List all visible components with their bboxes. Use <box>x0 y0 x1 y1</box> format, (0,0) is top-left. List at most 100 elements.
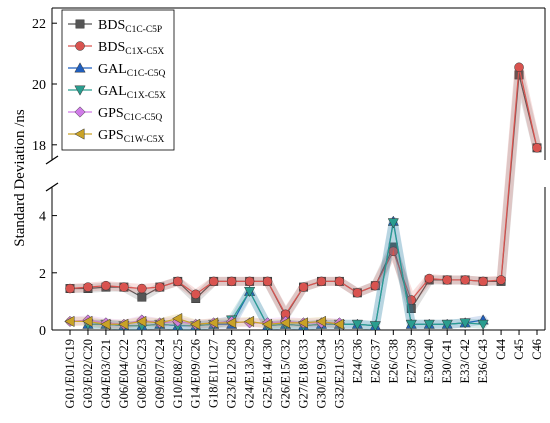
y-tick-label: 0 <box>39 324 46 339</box>
series-1 <box>65 62 542 320</box>
data-point <box>118 318 129 330</box>
y-tick-label: 20 <box>32 78 46 93</box>
legend-label: BDSC1X-C5X <box>98 40 164 57</box>
data-point <box>351 319 364 330</box>
legend-marker <box>74 128 85 140</box>
data-point <box>155 282 165 292</box>
x-tick-label: G27/E18/C33 <box>297 339 311 408</box>
data-point <box>441 319 453 330</box>
legend-box <box>61 9 175 151</box>
data-point <box>65 283 75 294</box>
data-point <box>405 319 417 330</box>
data-point <box>424 273 434 284</box>
x-tick-label: G23/E12/C28 <box>225 339 239 408</box>
x-tick-label: G08/E05/C23 <box>135 339 149 408</box>
x-tick-label: G01/E01/C19 <box>63 339 77 408</box>
legend-marker <box>75 41 85 51</box>
x-tick-label: E36/C43 <box>476 339 490 383</box>
legend-marker <box>74 85 86 96</box>
legend-marker <box>74 62 86 73</box>
x-tick-label: E27/C39 <box>404 339 418 383</box>
data-point <box>370 280 381 291</box>
data-point <box>137 283 147 294</box>
data-point <box>423 319 435 330</box>
x-tick-label: G10/E08/C25 <box>171 339 185 408</box>
legend-marker <box>74 106 86 118</box>
legend-item: BDSC1X-C5X <box>68 40 164 57</box>
x-tick-label: G25/E14/C30 <box>261 339 275 408</box>
data-point <box>244 276 255 287</box>
x-tick-label: E33/C42 <box>458 339 472 383</box>
x-tick-label: G18/E11/C27 <box>207 339 221 408</box>
data-point <box>226 276 237 287</box>
data-point <box>207 317 219 329</box>
x-tick-label: G03/E02/C20 <box>81 339 95 408</box>
data-point <box>315 315 326 328</box>
legend-item: GALC1X-C5X <box>68 84 166 101</box>
data-point <box>190 318 201 330</box>
legend-item: GPSC1C-C5Q <box>68 106 162 123</box>
y-tick-label: 22 <box>32 17 46 32</box>
x-tick-label: E30/C40 <box>422 339 436 383</box>
legend-item: GALC1C-C5Q <box>68 62 165 79</box>
x-tick-label: G26/E15/C32 <box>279 339 293 408</box>
data-point <box>154 317 165 329</box>
data-point <box>442 275 452 285</box>
data-point <box>173 276 183 287</box>
data-point <box>64 315 75 328</box>
data-point <box>243 286 256 298</box>
axes-layer: 0 2 4 18 20 22 G01/E01/C19 G03/E02/C20 G04/E03/C… <box>32 17 544 408</box>
x-tick-label: E26/C38 <box>386 339 400 383</box>
data-point <box>369 321 381 332</box>
x-tick-label: C44 <box>494 338 508 360</box>
data-point <box>279 317 290 329</box>
legend-marker <box>75 19 85 29</box>
data-point <box>298 282 309 292</box>
data-point <box>352 288 363 298</box>
data-point <box>316 276 327 287</box>
data-point <box>387 218 399 229</box>
legend-label: GPSC1W-C5X <box>98 128 164 145</box>
data-point <box>225 317 237 329</box>
legend-label: GALC1C-C5Q <box>98 62 165 79</box>
data-point <box>496 275 506 285</box>
legend-item: BDSC1C-C5P <box>68 18 162 35</box>
data-point <box>460 275 470 285</box>
legend-label: BDSC1C-C5P <box>98 18 162 35</box>
x-tick-label: G06/E04/C22 <box>117 339 131 408</box>
axis-break-mark-lower <box>45 182 59 192</box>
data-point <box>100 318 111 330</box>
legend-label: GPSC1C-C5Q <box>98 106 162 123</box>
series-line <box>70 317 340 325</box>
x-tick-label: C46 <box>530 339 544 360</box>
x-tick-label: G09/E07/C24 <box>153 338 167 408</box>
data-point <box>83 282 93 292</box>
x-tick-label: G14/E09/C26 <box>189 339 203 408</box>
data-point <box>243 315 255 328</box>
y-tick-label: 18 <box>32 139 46 154</box>
data-point <box>190 289 201 299</box>
x-tick-label: G32/E21/C35 <box>332 339 346 408</box>
data-point <box>262 276 273 287</box>
data-point <box>459 318 471 329</box>
data-point <box>82 315 93 328</box>
legend-label: GALC1X-C5X <box>98 84 166 101</box>
x-tick-label: G04/E03/C21 <box>99 339 113 408</box>
data-point <box>478 276 488 287</box>
x-tick-label: E26/C37 <box>368 339 382 383</box>
legend: BDSC1C-C5P BDSC1X-C5X GALC1C-C5Q GALC1X-C5X… <box>61 9 175 151</box>
y-tick-label: 4 <box>39 210 46 225</box>
data-point <box>514 62 524 73</box>
legend-item: GPSC1W-C5X <box>68 128 164 145</box>
data-point <box>208 276 219 287</box>
x-tick-label: C45 <box>512 339 526 360</box>
x-tick-label: G30/E19/C34 <box>314 338 328 408</box>
series-5 <box>64 312 344 330</box>
data-point <box>119 282 129 292</box>
x-tick-label: G24/E13/C29 <box>243 339 257 408</box>
data-point <box>334 276 345 287</box>
data-point <box>477 319 489 330</box>
data-point <box>137 292 147 302</box>
y-axis-label: Standard Deviation /ns <box>12 109 28 247</box>
